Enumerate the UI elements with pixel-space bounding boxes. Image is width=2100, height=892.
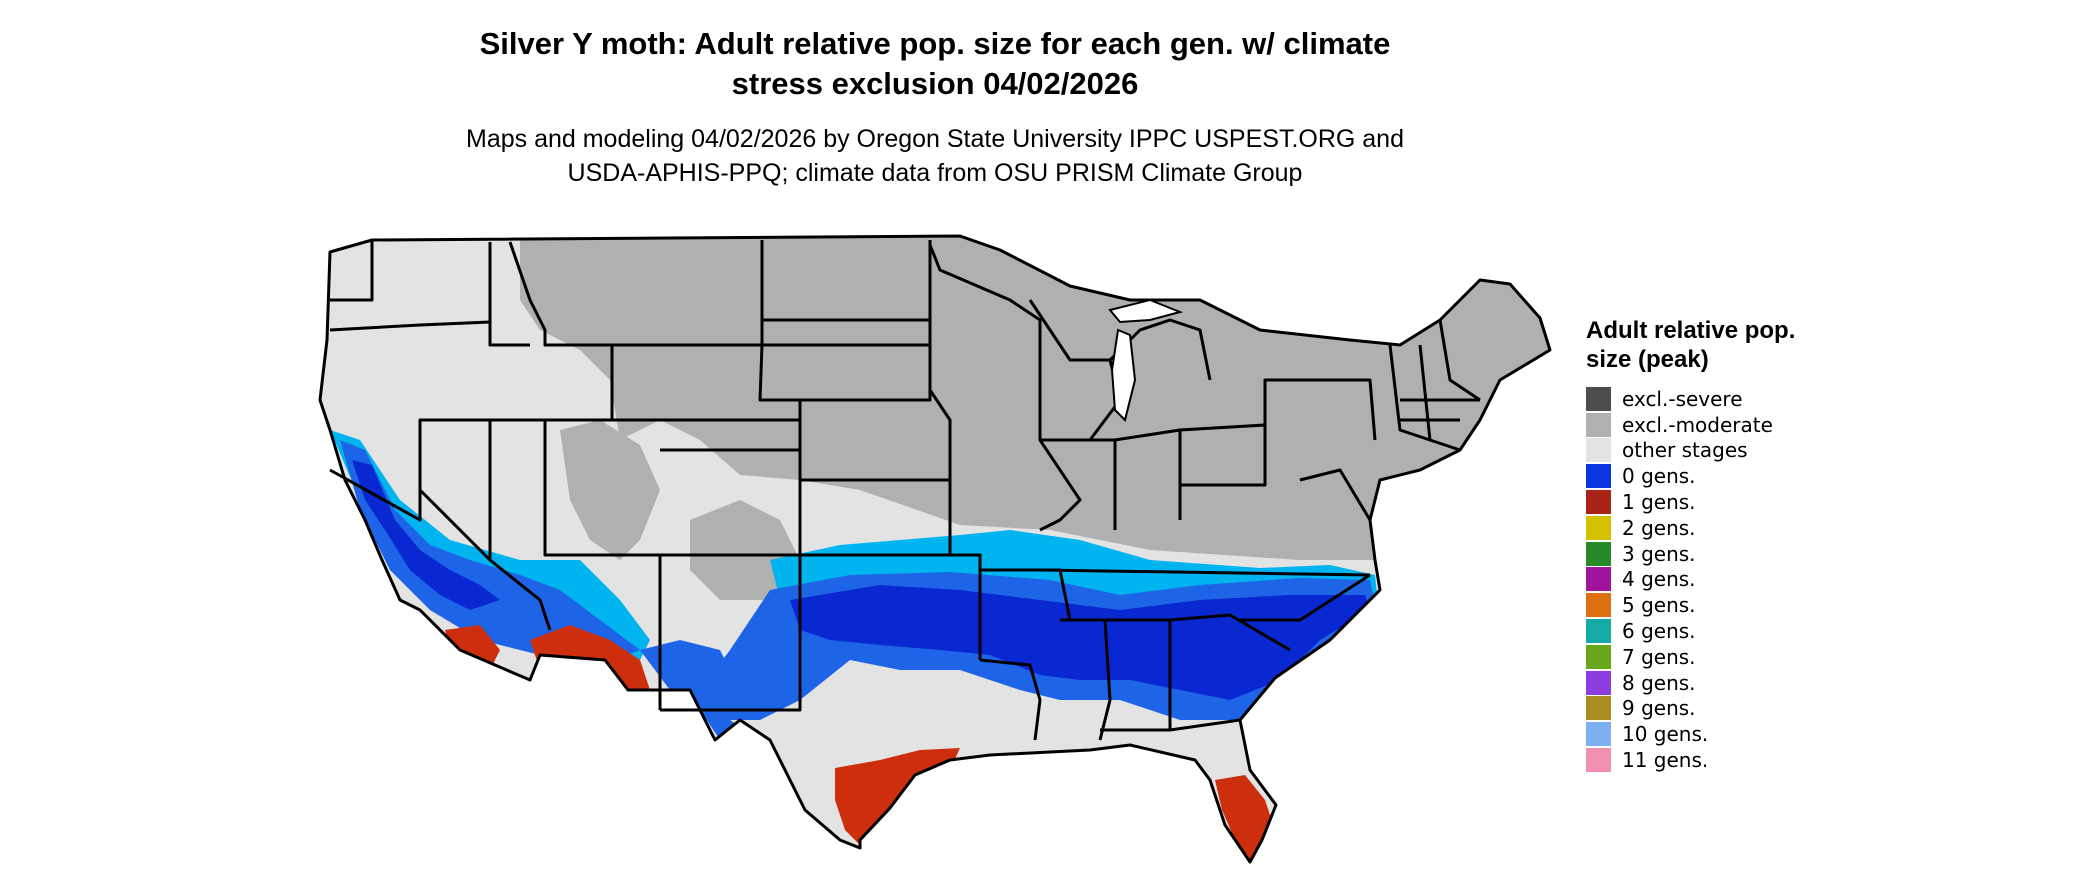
legend-swatch [1586,722,1611,747]
legend-label: 1 gens. [1622,490,1696,515]
legend-item: 2 gens. [1586,515,2006,541]
legend-swatch [1586,464,1611,489]
legend-label: 0 gens. [1622,464,1696,489]
great-lakes [1108,298,1184,422]
legend-item: excl.-severe [1586,386,2006,412]
legend-item: 10 gens. [1586,721,2006,747]
legend-item: 6 gens. [1586,618,2006,644]
legend-label: excl.-moderate [1622,412,1773,437]
legend-rows: excl.-severe excl.-moderate other stages 0 … [1586,386,2006,773]
legend-swatch [1586,696,1611,721]
state-borders [318,234,1552,864]
map-title: Silver Y moth: Adult relative pop. size … [0,24,1870,104]
legend-item: 8 gens. [1586,670,2006,696]
red-socal [445,625,500,670]
legend-swatch [1586,541,1611,566]
legend-item: 1 gens. [1586,489,2006,515]
legend-item: 5 gens. [1586,592,2006,618]
map-subtitle-line-2: USDA-APHIS-PPQ; climate data from OSU PR… [567,159,1303,187]
legend-label: 2 gens. [1622,515,1696,540]
legend-item: 11 gens. [1586,747,2006,773]
legend-item: 7 gens. [1586,644,2006,670]
legend-label: 4 gens. [1622,567,1696,592]
legend-label: 11 gens. [1622,748,1709,773]
legend-label: 7 gens. [1622,644,1696,669]
us-map [318,234,1552,864]
legend-label: 9 gens. [1622,696,1696,721]
legend-label: 5 gens. [1622,593,1696,618]
map-legend: Adult relative pop. size (peak) excl.-se… [1586,316,2006,773]
legend-title: Adult relative pop. size (peak) [1586,317,1796,373]
legend-swatch [1586,567,1611,592]
legend-item: 0 gens. [1586,463,2006,489]
legend-label: excl.-severe [1622,386,1743,411]
dark-blue-west [352,460,500,610]
legend-item: 9 gens. [1586,696,2006,722]
legend-item: excl.-moderate [1586,412,2006,438]
map-title-line-1: Silver Y moth: Adult relative pop. size … [479,26,1391,61]
map-title-line-2: stress exclusion 04/02/2026 [731,66,1139,101]
legend-swatch [1586,593,1611,618]
legend-label: 10 gens. [1622,722,1709,747]
legend-swatch [1586,438,1611,463]
legend-swatch [1586,515,1611,540]
legend-label: 3 gens. [1622,541,1696,566]
legend-item: other stages [1586,438,2006,464]
legend-swatch [1586,670,1611,695]
dark-blue-core [790,585,1370,700]
legend-label: other stages [1622,438,1748,463]
legend-label: 8 gens. [1622,670,1696,695]
map-subtitle: Maps and modeling 04/02/2026 by Oregon S… [0,122,1870,190]
red-florida [1215,775,1275,862]
legend-swatch [1586,619,1611,644]
legend-swatch [1586,386,1611,411]
map-subtitle-line-1: Maps and modeling 04/02/2026 by Oregon S… [466,125,1404,153]
legend-swatch [1586,490,1611,515]
excl-moderate-west-patches [560,420,660,560]
legend-swatch [1586,644,1611,669]
legend-item: 3 gens. [1586,541,2006,567]
legend-swatch [1586,748,1611,773]
excl-moderate-rockies [690,500,800,600]
legend-item: 4 gens. [1586,567,2006,593]
legend-swatch [1586,412,1611,437]
medium-blue-west [340,440,640,665]
legend-label: 6 gens. [1622,619,1696,644]
